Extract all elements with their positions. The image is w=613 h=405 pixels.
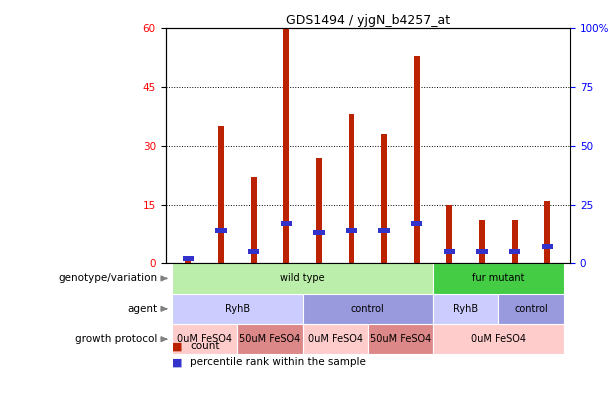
Bar — [172, 294, 303, 324]
Text: ■: ■ — [172, 358, 182, 367]
Bar — [218, 126, 224, 263]
Text: percentile rank within the sample: percentile rank within the sample — [190, 358, 366, 367]
Bar — [281, 221, 292, 226]
Bar — [185, 258, 191, 263]
Text: agent: agent — [128, 304, 158, 314]
Bar — [544, 200, 550, 263]
Text: 0uM FeSO4: 0uM FeSO4 — [471, 334, 526, 344]
Bar — [283, 28, 289, 263]
Bar — [433, 324, 563, 354]
Text: ■: ■ — [172, 341, 182, 351]
Bar — [368, 324, 433, 354]
Text: 50uM FeSO4: 50uM FeSO4 — [239, 334, 300, 344]
Bar — [251, 177, 257, 263]
Bar — [476, 249, 488, 254]
Bar — [316, 158, 322, 263]
Bar — [349, 115, 354, 263]
Bar — [237, 324, 303, 354]
Bar — [378, 228, 390, 233]
Text: RyhB: RyhB — [453, 304, 478, 314]
Bar — [172, 324, 237, 354]
Bar — [498, 294, 563, 324]
Bar — [303, 294, 433, 324]
Text: fur mutant: fur mutant — [472, 273, 525, 283]
Text: control: control — [514, 304, 548, 314]
Text: RyhB: RyhB — [225, 304, 250, 314]
Text: growth protocol: growth protocol — [75, 334, 158, 344]
Bar — [248, 249, 259, 254]
Bar — [381, 134, 387, 263]
Bar — [444, 249, 455, 254]
Bar — [479, 220, 485, 263]
Text: genotype/variation: genotype/variation — [58, 273, 158, 283]
Bar — [411, 221, 422, 226]
Bar — [433, 263, 563, 294]
Bar — [215, 228, 227, 233]
Bar — [433, 294, 498, 324]
Text: control: control — [351, 304, 385, 314]
Bar — [183, 256, 194, 261]
Bar — [172, 263, 433, 294]
Text: 50uM FeSO4: 50uM FeSO4 — [370, 334, 431, 344]
Bar — [512, 220, 517, 263]
Bar — [541, 245, 553, 249]
Bar — [414, 56, 420, 263]
Bar — [446, 205, 452, 263]
Bar — [313, 230, 324, 235]
Text: 0uM FeSO4: 0uM FeSO4 — [308, 334, 363, 344]
Text: wild type: wild type — [280, 273, 325, 283]
Text: count: count — [190, 341, 219, 351]
Bar — [303, 324, 368, 354]
Bar — [346, 228, 357, 233]
Bar — [509, 249, 520, 254]
Text: 0uM FeSO4: 0uM FeSO4 — [177, 334, 232, 344]
Title: GDS1494 / yjgN_b4257_at: GDS1494 / yjgN_b4257_at — [286, 14, 450, 27]
